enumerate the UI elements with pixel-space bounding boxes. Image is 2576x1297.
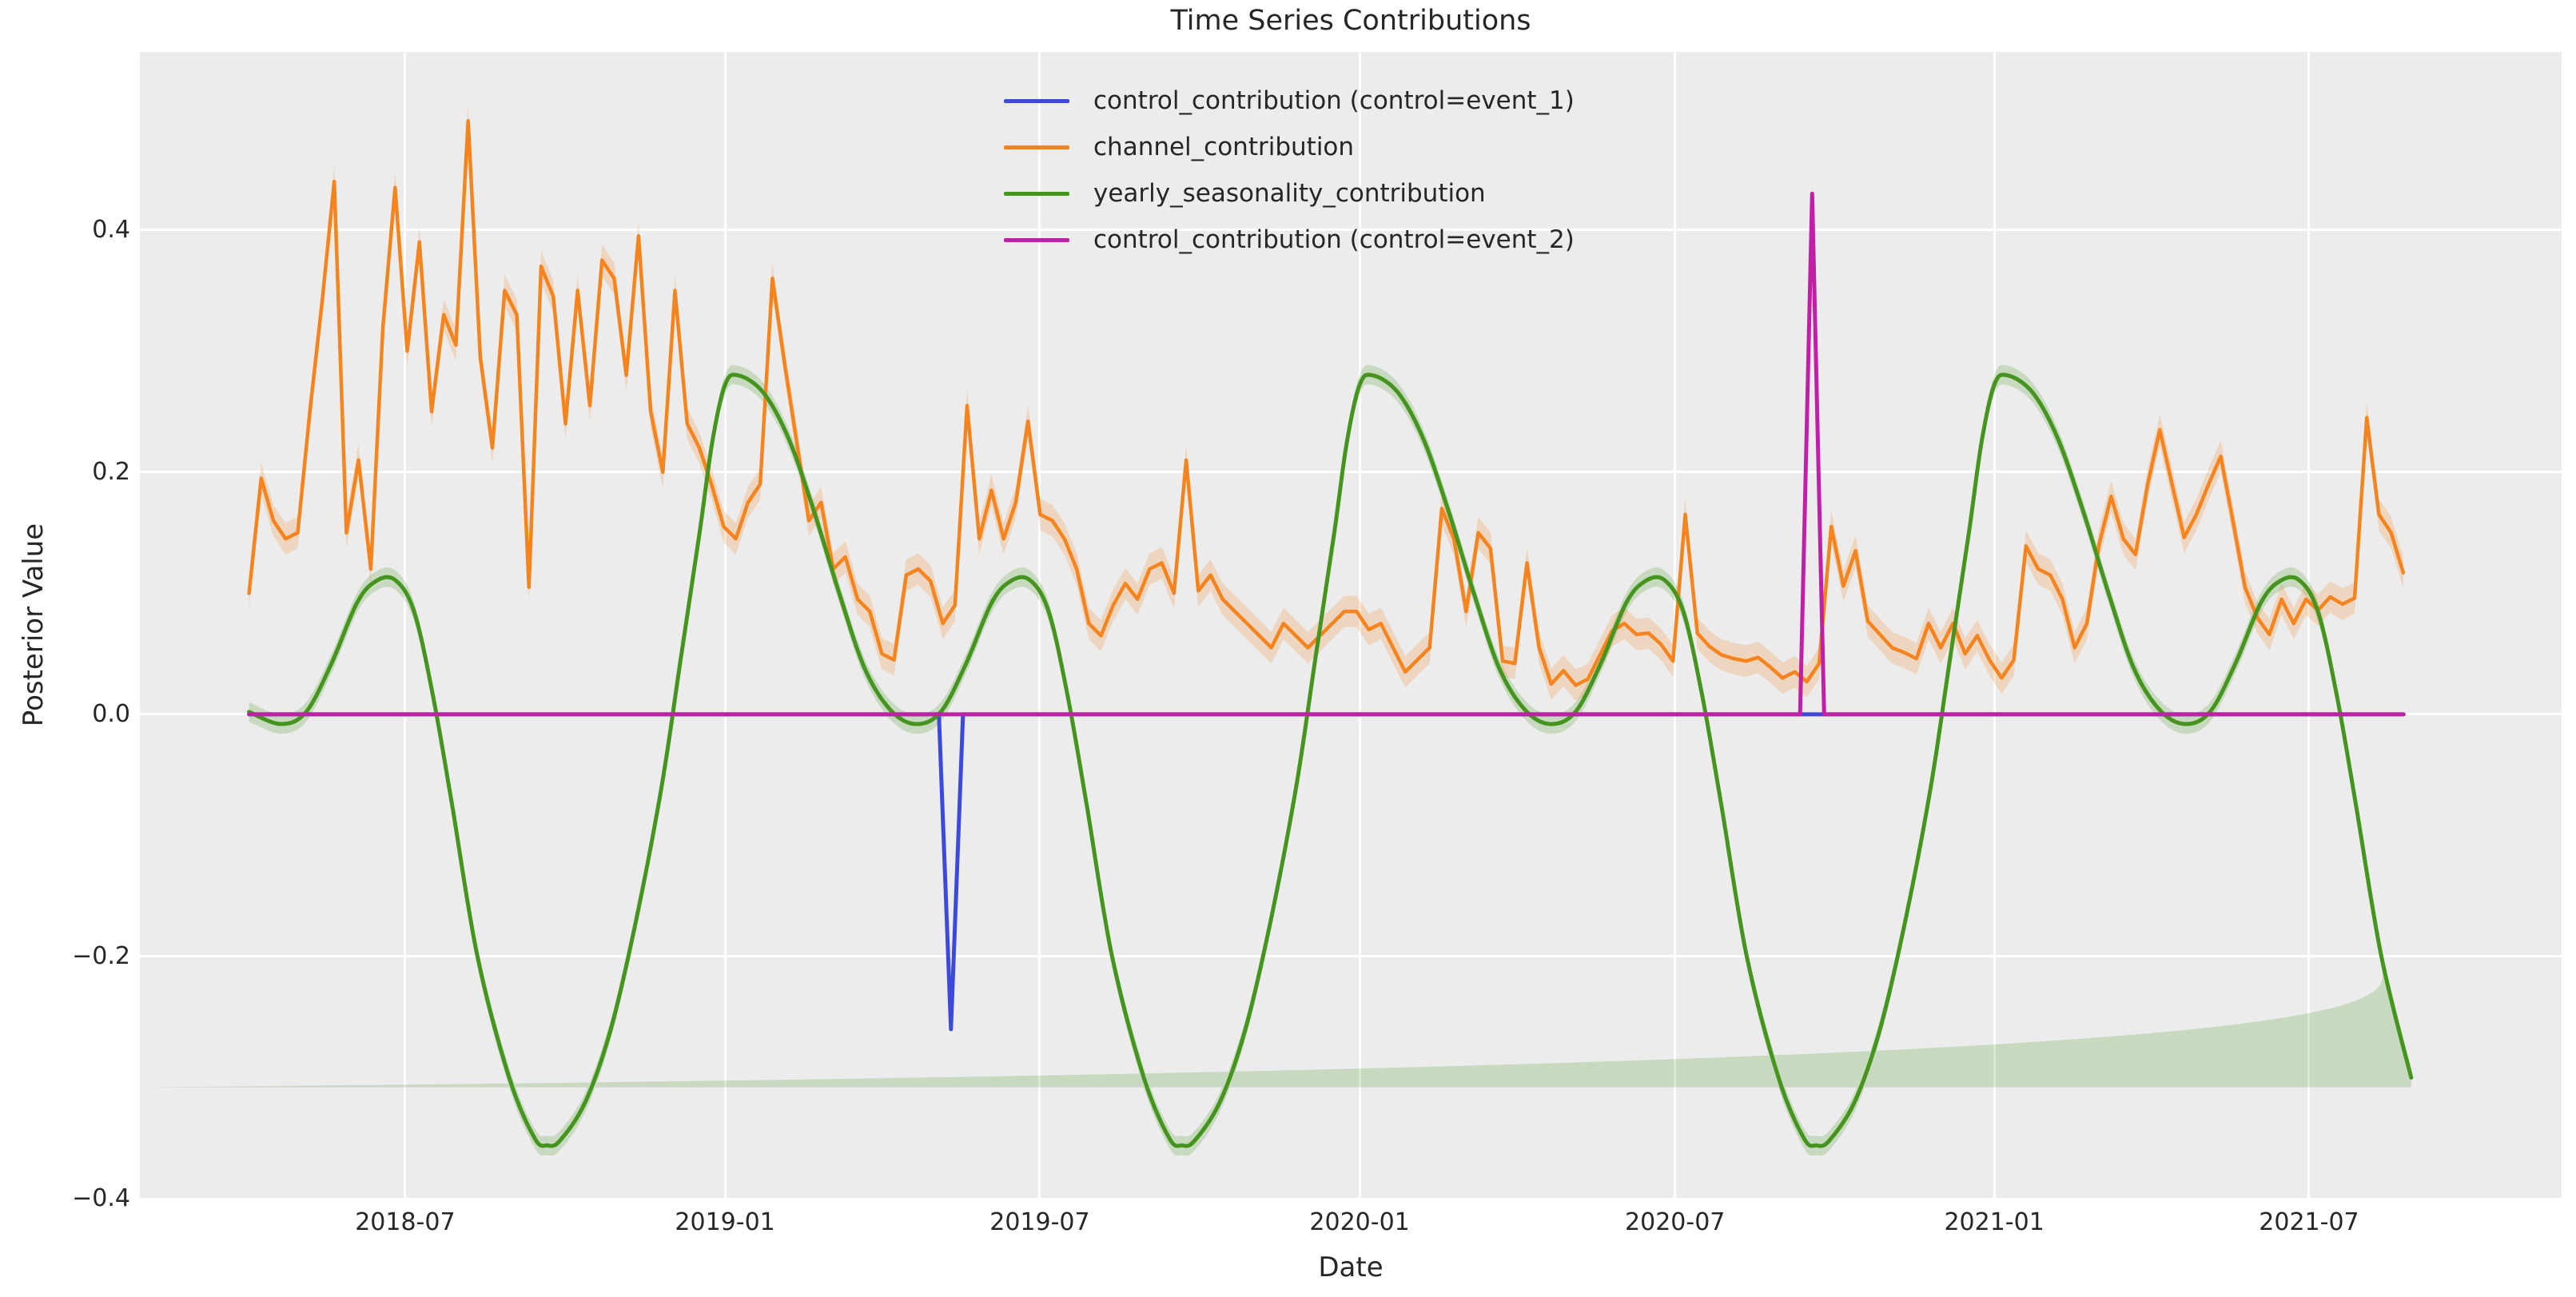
gridline-vertical — [1038, 52, 1041, 1199]
legend-line-icon — [1004, 145, 1069, 149]
y-tick-label: 0.0 — [92, 699, 130, 728]
x-tick-label: 2019-07 — [989, 1208, 1090, 1236]
gridline-vertical — [404, 52, 407, 1199]
legend-item: yearly_seasonality_contribution — [1004, 170, 1575, 217]
y-tick-label: 0.4 — [92, 215, 130, 244]
y-tick-label: −0.4 — [72, 1184, 130, 1212]
y-tick-label: −0.2 — [72, 941, 130, 970]
legend-item-label: channel_contribution — [1093, 133, 1355, 161]
gridline-vertical — [1993, 52, 1996, 1199]
y-axis-label: Posterior Value — [18, 523, 50, 727]
series-line-control-event-1 — [247, 712, 2406, 1032]
legend-item: control_contribution (control=event_1) — [1004, 78, 1575, 124]
x-tick-label: 2018-07 — [355, 1208, 456, 1236]
gridline-horizontal — [140, 1197, 2562, 1200]
plot-area — [140, 52, 2562, 1200]
gridline-vertical — [1358, 52, 1361, 1199]
green-confidence-band — [140, 364, 2411, 1156]
y-tick-label: 0.2 — [92, 457, 130, 486]
x-axis-label: Date — [1318, 1251, 1384, 1283]
series-line-yearly-seasonality — [247, 372, 2414, 1148]
series-line-control-event-2 — [247, 191, 2406, 717]
x-tick-label: 2021-01 — [1944, 1208, 2044, 1236]
series-line-channel-contribution — [247, 119, 2406, 687]
legend-line-icon — [1004, 237, 1069, 242]
x-tick-label: 2020-07 — [1625, 1208, 1726, 1236]
chart-series-layer — [140, 105, 2414, 1156]
x-tick-label: 2020-01 — [1309, 1208, 1410, 1236]
gridline-vertical — [2307, 52, 2311, 1199]
legend-item-label: control_contribution (control=event_1) — [1093, 86, 1575, 115]
legend-item: channel_contribution — [1004, 124, 1575, 170]
x-tick-label: 2019-01 — [675, 1208, 775, 1236]
gridline-horizontal — [140, 229, 2562, 232]
gridline-horizontal — [140, 471, 2562, 474]
x-tick-label: 2021-07 — [2259, 1208, 2359, 1236]
gridline-horizontal — [140, 955, 2562, 958]
legend-item-label: yearly_seasonality_contribution — [1093, 179, 1486, 208]
gridline-vertical — [723, 52, 727, 1199]
legend-line-icon — [1004, 191, 1069, 196]
legend-line-icon — [1004, 98, 1069, 103]
legend: control_contribution (control=event_1)ch… — [1004, 78, 1575, 263]
chart-title: Time Series Contributions — [1170, 5, 1531, 37]
legend-item: control_contribution (control=event_2) — [1004, 217, 1575, 263]
legend-item-label: control_contribution (control=event_2) — [1093, 225, 1575, 254]
